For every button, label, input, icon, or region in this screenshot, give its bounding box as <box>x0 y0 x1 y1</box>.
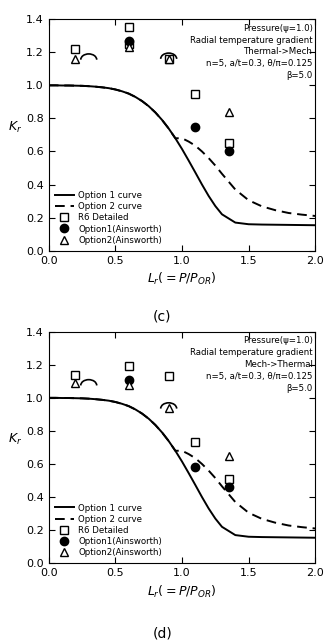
Option 2 curve <box>120 88 124 95</box>
R6 Detailed <box>127 363 131 371</box>
Option1(Ainsworth) <box>193 463 197 471</box>
Option 2 curve <box>273 206 277 214</box>
Option 1 curve <box>273 533 277 541</box>
Option 1 curve <box>47 81 51 89</box>
Option 1 curve <box>134 406 137 413</box>
Option 2 curve <box>287 209 291 217</box>
Option2(Ainsworth) <box>73 379 77 387</box>
Text: Pressure(ψ=1.0)
Radial temperature gradient
Mech->Thermal
n=5, a/t=0.3, θ/π=0.12: Pressure(ψ=1.0) Radial temperature gradi… <box>190 337 313 392</box>
R6 Detailed <box>227 475 231 483</box>
Option 1 curve <box>113 398 117 406</box>
R6 Detailed <box>73 371 77 378</box>
Option 1 curve <box>67 82 71 90</box>
Option 2 curve <box>140 410 144 417</box>
Option 1 curve <box>200 180 204 188</box>
Option 2 curve <box>113 86 117 93</box>
Option 2 curve <box>174 447 177 454</box>
Option 2 curve <box>80 82 84 90</box>
Option 2 curve <box>134 93 137 100</box>
Option 2 curve <box>273 519 277 527</box>
Option 2 curve <box>94 83 98 90</box>
Option 1 curve <box>94 396 98 403</box>
R6 Detailed <box>127 24 131 31</box>
Legend: Option 1 curve, Option 2 curve, R6 Detailed, Option1(Ainsworth), Option2(Ainswor: Option 1 curve, Option 2 curve, R6 Detai… <box>53 502 163 559</box>
Option 1 curve <box>260 221 264 228</box>
Option 1 curve <box>140 410 144 417</box>
Option 2 curve <box>213 474 217 482</box>
Option 2 curve <box>260 515 264 523</box>
Option2(Ainsworth) <box>167 404 171 412</box>
Option 2 curve <box>220 483 224 490</box>
Line: Option 2 curve: Option 2 curve <box>49 398 315 529</box>
Line: Option 2 curve: Option 2 curve <box>49 85 315 216</box>
Option 2 curve <box>180 447 184 454</box>
Option 2 curve <box>80 394 84 402</box>
Option 1 curve <box>207 504 211 512</box>
Option 2 curve <box>127 403 131 410</box>
Option 2 curve <box>160 429 164 436</box>
Option 2 curve <box>287 522 291 529</box>
Line: R6 Detailed: R6 Detailed <box>71 23 233 147</box>
Option 2 curve <box>94 396 98 403</box>
Option 2 curve <box>153 109 157 116</box>
Option 2 curve <box>107 84 111 92</box>
Option 1 curve <box>233 531 237 539</box>
Option 1 curve <box>213 515 217 522</box>
Option 2 curve <box>233 186 237 193</box>
Line: Option1(Ainsworth): Option1(Ainsworth) <box>124 36 233 156</box>
R6 Detailed <box>227 140 231 147</box>
Option 1 curve <box>180 458 184 465</box>
Option 2 curve <box>213 162 217 170</box>
Line: Option 1 curve: Option 1 curve <box>49 398 315 538</box>
Option 1 curve <box>107 397 111 404</box>
Option 1 curve <box>107 84 111 92</box>
R6 Detailed <box>193 438 197 446</box>
Option 1 curve <box>153 109 157 116</box>
Option 1 curve <box>60 394 64 402</box>
Option 1 curve <box>47 394 51 402</box>
Option 2 curve <box>100 83 104 91</box>
Option 2 curve <box>260 202 264 210</box>
Option 2 curve <box>47 394 51 402</box>
Option 1 curve <box>73 394 77 402</box>
Option 1 curve <box>287 534 291 541</box>
Option1(Ainsworth) <box>127 376 131 383</box>
Option 2 curve <box>127 90 131 97</box>
Option2(Ainsworth) <box>127 44 131 51</box>
R6 Detailed <box>193 90 197 97</box>
Option1(Ainsworth) <box>127 37 131 45</box>
Option 2 curve <box>180 134 184 142</box>
Option 1 curve <box>213 202 217 210</box>
Option 1 curve <box>80 394 84 402</box>
Option2(Ainsworth) <box>127 381 131 388</box>
Option 1 curve <box>113 86 117 93</box>
Option 2 curve <box>107 397 111 404</box>
Option 1 curve <box>134 93 137 100</box>
Option 2 curve <box>167 125 171 132</box>
Option 2 curve <box>87 83 91 90</box>
Option 2 curve <box>153 421 157 429</box>
Option 2 curve <box>187 450 190 458</box>
Option2(Ainsworth) <box>73 55 77 63</box>
R6 Detailed <box>127 40 131 48</box>
Option 1 curve <box>73 82 77 90</box>
Option 1 curve <box>120 88 124 95</box>
Option 1 curve <box>313 534 317 541</box>
Option1(Ainsworth) <box>227 483 231 491</box>
Option 2 curve <box>67 394 71 402</box>
Option1(Ainsworth) <box>227 148 231 156</box>
R6 Detailed <box>167 372 171 380</box>
Option 1 curve <box>174 134 177 142</box>
Option 2 curve <box>313 212 317 220</box>
Option 2 curve <box>67 82 71 90</box>
Line: R6 Detailed: R6 Detailed <box>71 362 233 483</box>
R6 Detailed <box>73 45 77 53</box>
Option 1 curve <box>60 82 64 90</box>
Option 2 curve <box>134 406 137 413</box>
Option 1 curve <box>53 394 58 402</box>
Option 1 curve <box>127 90 131 97</box>
Option 1 curve <box>160 429 164 436</box>
Option 1 curve <box>174 447 177 454</box>
Option 2 curve <box>53 394 58 402</box>
Option 1 curve <box>220 211 224 218</box>
